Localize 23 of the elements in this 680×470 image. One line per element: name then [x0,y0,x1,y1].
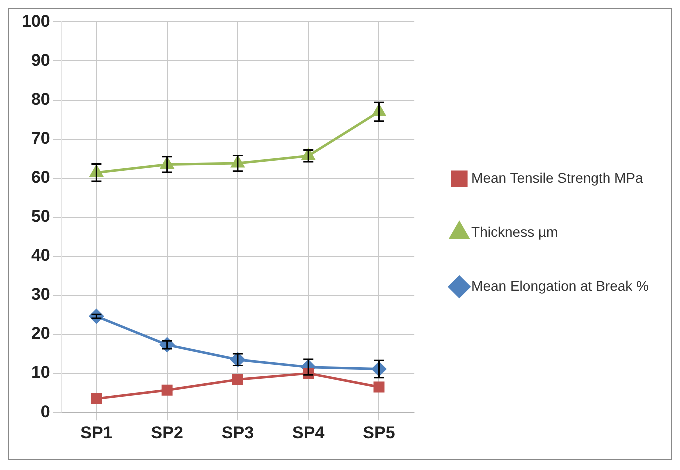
point [91,393,102,404]
y-tick-label: 40 [31,246,50,266]
y-tick-label: 20 [31,324,50,344]
legend-label: Mean Tensile Strength MPa [472,170,644,186]
legend-label: Thickness µm [472,224,558,240]
x-tick-label: SP3 [222,423,254,442]
y-tick-label: 90 [31,50,50,70]
x-tick-label: SP1 [80,423,113,442]
y-tick-label: 0 [40,402,50,422]
y-tick-label: 70 [31,129,50,148]
legend-label: Mean Elongation at Break % [472,278,650,294]
x-tick-label: SP5 [363,423,396,442]
y-tick-label: 30 [31,285,50,304]
y-tick-label: 60 [31,168,50,188]
y-tick-label: 50 [31,207,50,226]
point [162,384,173,396]
y-tick-label: 80 [31,90,50,109]
point [374,382,385,393]
y-tick-label: 10 [31,363,50,382]
y-tick-label: 100 [22,12,50,31]
x-tick-label: SP2 [151,423,184,442]
x-tick-label: SP4 [292,423,326,442]
point [232,374,244,386]
